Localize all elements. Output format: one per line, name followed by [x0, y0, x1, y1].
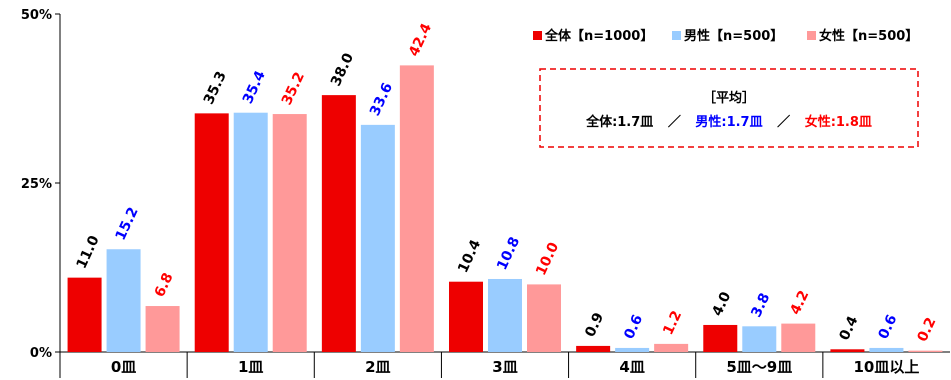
category-label: 2皿	[365, 358, 390, 376]
data-label: 4.0	[709, 289, 734, 318]
bar	[449, 281, 483, 352]
average-box: ［平均］ 全体:1.7皿 ／ 男性:1.7皿 ／ 女性:1.8皿	[539, 68, 919, 148]
data-label: 10.8	[494, 235, 523, 273]
average-separator-2: ／	[777, 114, 790, 130]
average-male: 男性:1.7皿	[695, 114, 762, 130]
bar	[399, 65, 434, 352]
data-label: 1.2	[660, 308, 685, 337]
category-labels: 0皿 1皿 2皿 3皿 4皿 5皿～9皿 10皿以上	[111, 358, 920, 376]
bar	[869, 347, 904, 352]
bar	[908, 350, 943, 352]
y-tick-label: 25%	[21, 177, 52, 192]
bar	[272, 114, 307, 352]
average-values: 全体:1.7皿 ／ 男性:1.7皿 ／ 女性:1.8皿	[585, 114, 872, 130]
data-label: 10.0	[533, 240, 562, 278]
category-label: 10皿以上	[853, 358, 919, 376]
bar	[527, 284, 561, 352]
bars	[67, 65, 943, 353]
data-label: 11.0	[74, 233, 103, 271]
bar	[576, 345, 611, 352]
legend-label: 全体【n=1000】	[544, 28, 653, 44]
bar	[488, 278, 522, 352]
data-label: 0.4	[837, 314, 862, 343]
average-overall: 全体:1.7皿	[585, 114, 653, 130]
data-label: 0.2	[915, 315, 940, 344]
bar	[233, 112, 268, 352]
average-box-border	[539, 68, 919, 148]
data-label: 15.2	[113, 205, 142, 243]
y-tick-label: 0%	[30, 346, 52, 361]
category-dividers	[59, 352, 824, 378]
bar	[321, 95, 356, 353]
legend: 全体【n=1000】 男性【n=500】 女性【n=500】	[533, 28, 918, 44]
bar	[145, 306, 180, 352]
legend-label: 女性【n=500】	[819, 28, 918, 44]
legend-label: 男性【n=500】	[684, 28, 783, 44]
data-label: 38.0	[328, 51, 357, 89]
average-female: 女性:1.8皿	[805, 114, 872, 130]
data-label: 35.3	[201, 69, 230, 107]
data-label: 10.4	[455, 237, 484, 275]
bar	[830, 349, 865, 352]
data-label: 0.6	[621, 312, 646, 341]
average-title: ［平均］	[703, 90, 755, 106]
data-label: 33.6	[367, 80, 396, 118]
data-label: 35.4	[240, 68, 269, 106]
data-label: 3.8	[748, 291, 773, 320]
bar	[781, 323, 816, 352]
data-label: 0.6	[876, 312, 901, 341]
category-label: 5皿～9皿	[726, 358, 792, 376]
bar	[194, 113, 229, 352]
category-label: 0皿	[111, 358, 136, 376]
category-label: 4皿	[619, 358, 644, 376]
legend-swatch	[672, 31, 681, 40]
data-label: 4.2	[787, 288, 812, 317]
y-ticks: 0% 25% 50%	[21, 8, 60, 361]
bar	[703, 324, 738, 352]
data-label: 42.4	[406, 21, 435, 59]
category-label: 1皿	[238, 358, 263, 376]
bar	[360, 124, 395, 352]
bar	[742, 326, 777, 352]
category-label: 3皿	[492, 358, 517, 376]
average-separator-1: ／	[668, 114, 681, 130]
bar	[67, 277, 102, 352]
data-label: 35.2	[279, 70, 308, 108]
bar	[615, 347, 650, 352]
legend-swatch	[533, 31, 542, 40]
bar	[106, 249, 141, 352]
data-label: 6.8	[152, 270, 177, 299]
data-label: 0.9	[582, 310, 607, 339]
legend-swatch	[807, 31, 816, 40]
y-tick-label: 50%	[21, 8, 52, 23]
bar	[654, 343, 689, 352]
